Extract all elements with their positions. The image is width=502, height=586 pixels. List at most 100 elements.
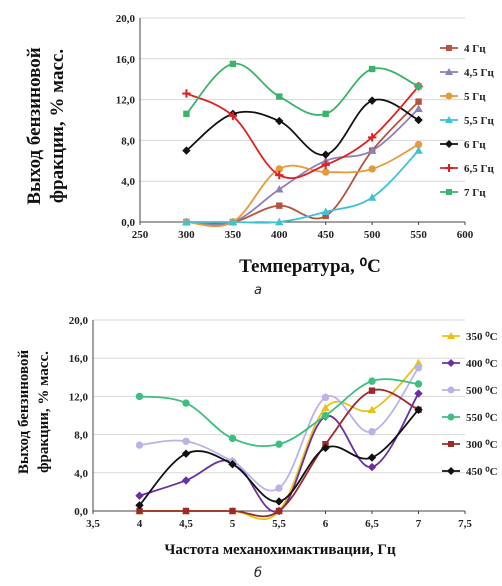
legend-marker	[447, 386, 455, 394]
data-point	[274, 497, 284, 506]
legend-label: 7 Гц	[464, 187, 486, 199]
x-tick-label: 5	[230, 518, 236, 530]
data-point	[414, 364, 423, 372]
chart-a: 0,0 4,0 8,0 12,0 16,0 20,0 250 300 350 400 450 500 5…	[24, 13, 494, 298]
chart-a-series	[182, 60, 423, 228]
data-point	[135, 501, 144, 510]
chart-b-xlabel: Частота механохимактивации, Гц	[164, 542, 396, 558]
legend-label: 6 Гц	[464, 139, 486, 151]
data-point	[322, 168, 330, 176]
data-point	[135, 491, 144, 500]
data-point	[367, 133, 377, 142]
data-point	[275, 116, 284, 126]
data-point	[229, 507, 236, 515]
x-tick-label: 5,5	[272, 518, 286, 530]
x-tick-label: 6	[323, 518, 329, 530]
y-tick-label: 8,0	[121, 135, 135, 147]
chart-b-panel-label: б	[254, 566, 262, 581]
data-point	[368, 165, 376, 173]
y-tick-label: 20,0	[69, 315, 89, 327]
data-point	[321, 411, 330, 420]
data-point	[414, 380, 423, 388]
legend-marker	[447, 359, 455, 367]
y-tick-label: 0,0	[121, 217, 135, 229]
y-tick-label: 16,0	[116, 54, 136, 66]
legend-label: 300 ⁰С	[466, 439, 498, 451]
data-point	[368, 387, 376, 394]
data-point	[321, 160, 330, 170]
series-line	[139, 393, 420, 513]
data-point	[414, 115, 423, 125]
data-point	[414, 146, 423, 154]
data-point	[414, 104, 423, 112]
x-tick-label: 450	[317, 229, 334, 241]
data-point	[414, 140, 423, 149]
data-point	[275, 484, 283, 492]
data-point	[415, 83, 422, 90]
data-point	[275, 440, 283, 448]
x-tick-label: 600	[457, 229, 474, 241]
x-tick-label: 350	[225, 229, 242, 241]
x-tick-label: 4,5	[179, 518, 193, 530]
legend-marker	[446, 45, 452, 51]
data-point	[368, 65, 376, 73]
chart-b: 0,0 4,0 8,0 12,0 16,0 20,0 3,5 4 4,5 5 5,5 6 6,5 7 7,5…	[16, 315, 498, 581]
chart-b-ylabel-line1: Выход бензиновой	[16, 350, 32, 475]
data-point	[367, 193, 377, 201]
legend-label: 6,5 Гц	[464, 163, 494, 175]
legend-label: 4,5 Гц	[464, 67, 494, 79]
data-point	[367, 146, 377, 154]
data-point	[321, 207, 330, 215]
legend-label: 4 Гц	[464, 43, 486, 55]
x-tick-label: 3,5	[86, 518, 100, 530]
data-point	[275, 185, 284, 193]
data-point	[368, 377, 376, 385]
legend-marker	[445, 164, 453, 172]
chart-a-legend: 4 Гц 4,5 Гц 5 Гц 5,5 Гц 6 Гц 6,5 Гц 7 Гц	[440, 43, 494, 199]
data-point	[414, 389, 423, 398]
legend-marker	[448, 441, 454, 447]
data-point	[183, 110, 190, 118]
x-tick-label: 500	[364, 229, 381, 241]
series-line	[139, 367, 420, 492]
legend-label: 550 ⁰С	[466, 412, 498, 424]
chart-b-legend: 350 ⁰С 400 ⁰С 500 ⁰С 550 ⁰С 300 ⁰С 450 ⁰С	[442, 331, 498, 478]
y-tick-label: 12,0	[69, 391, 89, 403]
y-tick-label: 16,0	[69, 353, 89, 365]
data-point	[367, 96, 377, 105]
data-point	[367, 453, 377, 462]
legend-marker	[446, 189, 452, 195]
chart-b-ylabel-line2: фракции, % масс.	[36, 351, 52, 473]
x-tick-label: 550	[410, 229, 427, 241]
data-point	[182, 217, 191, 226]
data-point	[368, 428, 376, 436]
data-point	[275, 217, 284, 226]
data-point	[228, 217, 238, 226]
data-point	[181, 449, 191, 458]
data-point	[182, 437, 190, 445]
data-point	[414, 358, 423, 367]
y-tick-label: 4,0	[74, 468, 88, 480]
data-point	[275, 165, 283, 173]
legend-label: 400 ⁰С	[466, 358, 498, 370]
data-point	[136, 507, 143, 515]
data-point	[322, 110, 329, 118]
data-point	[367, 405, 377, 413]
legend-marker	[445, 140, 453, 148]
data-point	[321, 150, 330, 159]
data-point	[321, 403, 330, 412]
data-point	[182, 146, 191, 155]
data-point	[182, 89, 191, 98]
x-tick-label: 7,5	[458, 518, 472, 530]
legend-marker	[445, 68, 453, 75]
chart-a-xlabel: Температура, ⁰С	[239, 256, 381, 277]
series-line	[186, 149, 420, 224]
legend-label: 350 ⁰С	[466, 331, 498, 343]
chart-b-series	[135, 358, 423, 521]
x-tick-label: 300	[178, 229, 195, 241]
data-point	[415, 98, 422, 105]
legend-label: 500 ⁰С	[466, 385, 498, 397]
chart-a-ylabel-line1: Выход бензиновой	[24, 47, 45, 204]
y-tick-label: 0,0	[74, 506, 88, 518]
data-point	[229, 60, 237, 68]
